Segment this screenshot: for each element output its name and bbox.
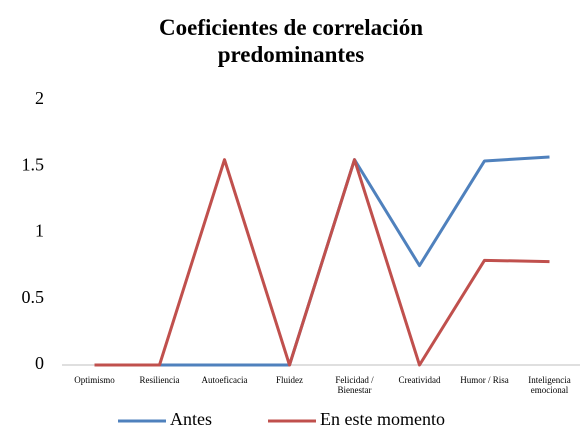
x-tick-label: Felicidad / Bienestar <box>335 375 374 395</box>
y-tick-label: 1.5 <box>22 154 45 174</box>
legend-label: En este momento <box>320 409 445 429</box>
legend-label: Antes <box>170 409 212 429</box>
y-tick-label: 2 <box>35 88 44 108</box>
x-tick-label: Inteligencia emocional <box>528 375 571 395</box>
chart-title: Coeficientes de correlación predominante… <box>159 15 423 67</box>
x-tick-label: Optimismo <box>74 375 115 385</box>
x-tick-label: Fluidez <box>276 375 303 385</box>
x-tick-label: Humor / Risa <box>460 375 509 385</box>
x-tick-label: Autoeficacia <box>201 375 248 385</box>
y-tick-label: 0.5 <box>22 287 45 307</box>
x-tick-label: Resiliencia <box>139 375 180 385</box>
y-tick-label: 0 <box>35 353 44 373</box>
y-tick-label: 1 <box>35 221 44 241</box>
x-tick-label: Creatividad <box>398 375 441 385</box>
series-line <box>94 158 550 367</box>
